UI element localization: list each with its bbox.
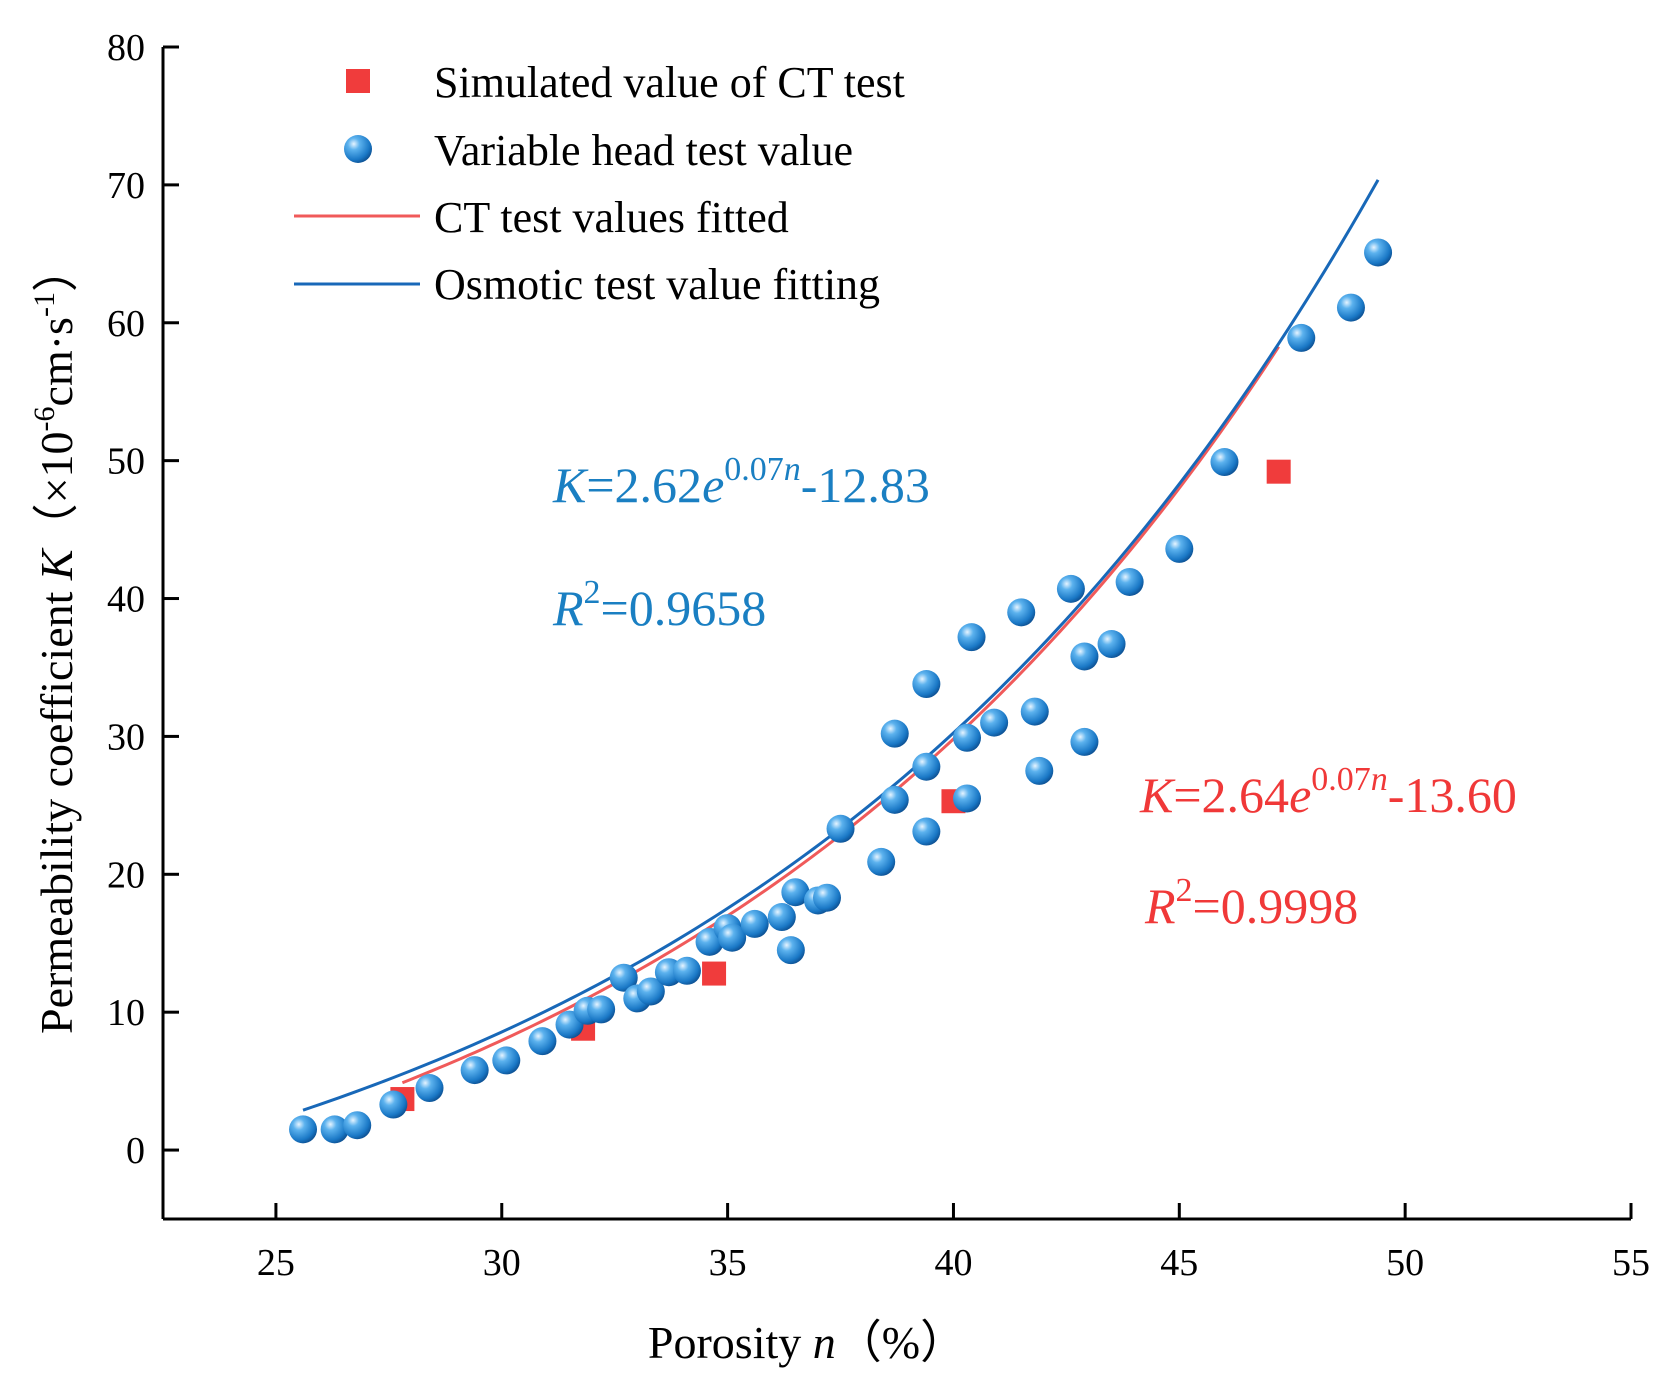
- ct-point: [1266, 459, 1291, 484]
- y-tick-label: 20: [107, 854, 145, 896]
- head-fit-equation: K=2.62e0.07n-12.83: [552, 451, 930, 513]
- x-tick-label: 35: [709, 1242, 747, 1284]
- y-tick-label: 0: [126, 1130, 145, 1172]
- head-test-point: [980, 708, 1009, 737]
- head-test-point: [415, 1074, 444, 1103]
- fit-lines: [302, 179, 1380, 1112]
- x-tick-label: 40: [934, 1242, 972, 1284]
- head-test-point: [528, 1027, 557, 1056]
- head-test-point: [1364, 238, 1393, 267]
- head-test-point: [1210, 448, 1239, 477]
- head-test-point: [636, 977, 665, 1006]
- head-test-point: [1070, 642, 1099, 671]
- head-test-point: [460, 1056, 489, 1085]
- head-test-point: [1097, 630, 1126, 659]
- y-ticks: 0 10 20 30 40 50 60 70 80: [107, 27, 179, 1172]
- head-test-point: [379, 1090, 408, 1119]
- head-test-point: [740, 909, 769, 938]
- head-test-point: [1165, 534, 1194, 563]
- legend-head-marker: [344, 135, 372, 163]
- y-tick-label: 10: [107, 992, 145, 1034]
- y-tick-label: 80: [107, 27, 145, 69]
- head-fit-r2: R2=0.9658: [552, 574, 766, 636]
- head-test-point: [953, 723, 982, 752]
- x-axis-title: Porosity n（%）: [648, 1317, 966, 1368]
- x-ticks: 25 30 35 40 45 50 55: [257, 1203, 1650, 1284]
- head-fit-annotation: K=2.62e0.07n-12.83 R2=0.9658: [552, 451, 930, 636]
- head-test-point: [880, 785, 909, 814]
- y-axis-title-group: Permeability coefficient K（×10-6cm·s-1）: [28, 246, 82, 1034]
- x-tick-label: 30: [483, 1242, 521, 1284]
- head-test-point: [957, 623, 986, 652]
- ct-point: [702, 961, 727, 986]
- head-test-point: [609, 963, 638, 992]
- head-test-point: [953, 784, 982, 813]
- head-test-point: [880, 719, 909, 748]
- ct-fit-equation: K=2.64e0.07n-13.60: [1139, 761, 1517, 823]
- head-test-point: [1070, 727, 1099, 756]
- x-tick-label: 25: [257, 1242, 295, 1284]
- y-axis-title: Permeability coefficient K（×10-6cm·s-1）: [28, 246, 82, 1034]
- points: [289, 238, 1393, 1144]
- head-test-point: [320, 1115, 349, 1144]
- head-test-point: [867, 847, 896, 876]
- head-test-point: [776, 936, 805, 965]
- x-tick-label: 55: [1612, 1242, 1650, 1284]
- legend-ct-label: Simulated value of CT test: [434, 58, 905, 107]
- y-tick-label: 40: [107, 579, 145, 621]
- head-test-point: [912, 817, 941, 846]
- head-test-point: [912, 670, 941, 699]
- head-test-point: [587, 995, 616, 1024]
- legend-osm-fit-label: Osmotic test value fitting: [434, 260, 880, 309]
- x-tick-label: 45: [1160, 1242, 1198, 1284]
- head-test-point: [492, 1046, 521, 1075]
- head-test-point: [812, 883, 841, 912]
- head-test-point: [289, 1115, 318, 1144]
- head-test-point: [672, 956, 701, 985]
- head-test-point: [767, 903, 796, 932]
- head-test-point: [718, 923, 747, 952]
- osmotic-fit-curve: [302, 179, 1380, 1112]
- x-tick-label: 50: [1386, 1242, 1424, 1284]
- legend: Simulated value of CT test Variable head…: [294, 58, 905, 309]
- head-test-point: [1020, 697, 1049, 726]
- head-test-point: [912, 752, 941, 781]
- legend-ct-marker: [346, 69, 370, 93]
- head-test-point: [1336, 293, 1365, 322]
- head-test-point: [1025, 756, 1054, 785]
- ct-fit-annotation: K=2.64e0.07n-13.60 R2=0.9998: [1139, 761, 1517, 934]
- legend-head-label: Variable head test value: [434, 126, 853, 175]
- legend-ct-fit-label: CT test values fitted: [434, 193, 789, 242]
- head-test-point: [1056, 574, 1085, 603]
- head-test-point: [1287, 323, 1316, 352]
- head-test-point: [826, 814, 855, 843]
- head-test-point: [343, 1111, 372, 1140]
- axes: [161, 47, 1631, 1221]
- y-tick-label: 70: [107, 165, 145, 207]
- head-test-point: [781, 878, 810, 907]
- ct-fit-r2: R2=0.9998: [1144, 872, 1358, 934]
- y-tick-label: 60: [107, 303, 145, 345]
- y-tick-label: 50: [107, 441, 145, 483]
- head-test-point: [1115, 567, 1144, 596]
- head-test-point: [1007, 598, 1036, 627]
- y-tick-label: 30: [107, 716, 145, 758]
